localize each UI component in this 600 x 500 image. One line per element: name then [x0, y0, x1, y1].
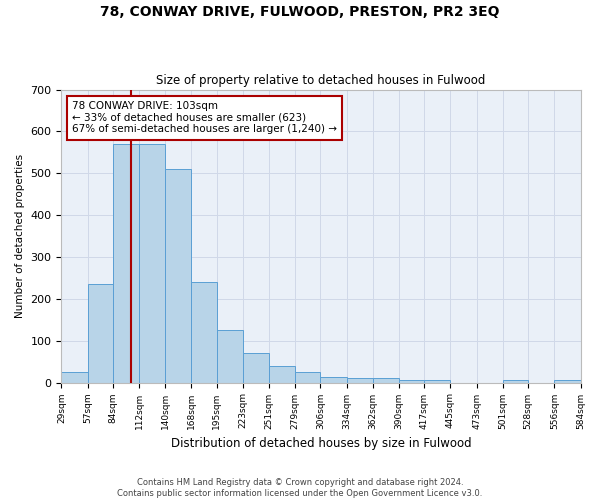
Bar: [347, 378, 373, 382]
Bar: [191, 282, 217, 382]
Bar: [503, 380, 528, 382]
Text: 78 CONWAY DRIVE: 103sqm
← 33% of detached houses are smaller (623)
67% of semi-d: 78 CONWAY DRIVE: 103sqm ← 33% of detache…: [72, 102, 337, 134]
Text: Contains HM Land Registry data © Crown copyright and database right 2024.
Contai: Contains HM Land Registry data © Crown c…: [118, 478, 482, 498]
Bar: [217, 330, 243, 382]
Title: Size of property relative to detached houses in Fulwood: Size of property relative to detached ho…: [156, 74, 485, 87]
Bar: [373, 378, 399, 382]
Bar: [554, 380, 581, 382]
Bar: [295, 372, 320, 382]
Bar: [139, 144, 165, 382]
Text: 78, CONWAY DRIVE, FULWOOD, PRESTON, PR2 3EQ: 78, CONWAY DRIVE, FULWOOD, PRESTON, PR2 …: [100, 5, 500, 19]
Bar: [165, 169, 191, 382]
Bar: [243, 354, 269, 382]
Bar: [113, 144, 139, 382]
Bar: [88, 284, 113, 382]
Bar: [399, 380, 424, 382]
X-axis label: Distribution of detached houses by size in Fulwood: Distribution of detached houses by size …: [170, 437, 471, 450]
Bar: [320, 377, 347, 382]
Y-axis label: Number of detached properties: Number of detached properties: [15, 154, 25, 318]
Bar: [61, 372, 88, 382]
Bar: [424, 380, 451, 382]
Bar: [269, 366, 295, 382]
